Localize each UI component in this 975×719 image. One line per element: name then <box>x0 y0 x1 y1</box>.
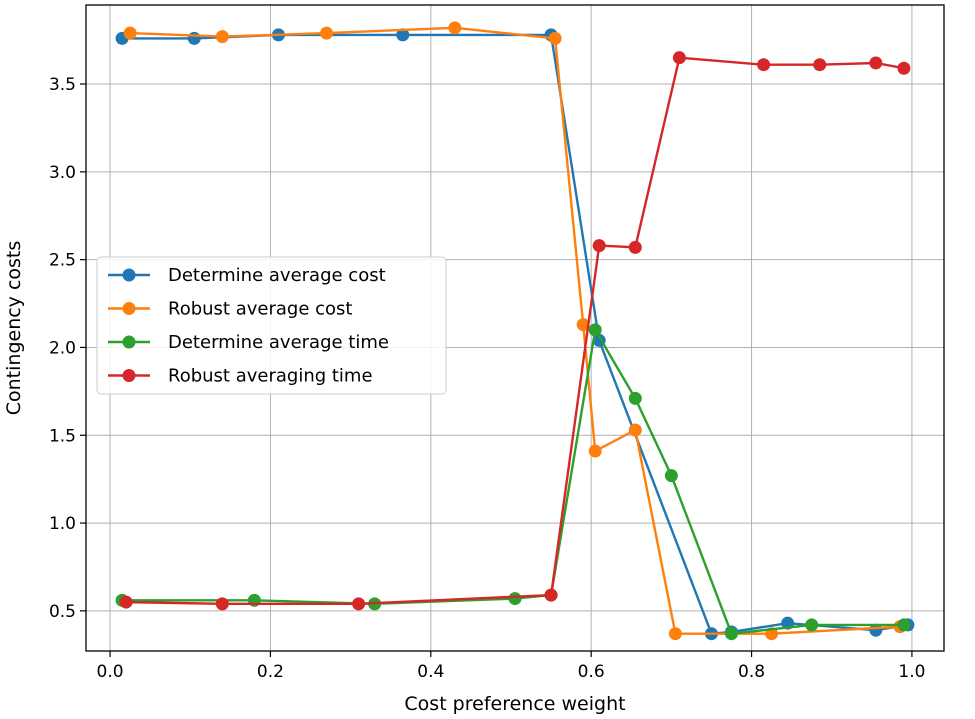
data-point <box>119 595 133 609</box>
data-point <box>805 618 819 632</box>
data-point <box>897 61 911 75</box>
legend: Determine average cost Robust average cos… <box>96 256 447 395</box>
x-axis-label: Cost preference weight <box>404 693 625 715</box>
data-point <box>548 31 562 45</box>
data-point <box>869 56 883 70</box>
data-point <box>215 30 229 44</box>
legend-label: Robust averaging time <box>168 366 373 387</box>
data-point <box>628 391 642 405</box>
data-point <box>757 58 771 72</box>
x-tick-label: 1.0 <box>898 662 925 682</box>
data-point <box>725 627 739 641</box>
legend-marker <box>122 335 136 349</box>
data-point <box>588 323 602 337</box>
legend-box <box>96 256 447 395</box>
y-tick-label: 0.5 <box>49 602 76 622</box>
data-point <box>897 618 911 632</box>
series-layer <box>115 21 915 641</box>
data-point <box>668 627 682 641</box>
data-point <box>396 28 410 42</box>
data-point <box>508 592 522 606</box>
legend-label: Determine average time <box>168 332 389 353</box>
data-point <box>588 444 602 458</box>
data-point <box>628 240 642 254</box>
y-tick-label: 2.0 <box>49 338 76 358</box>
y-tick-label: 3.0 <box>49 163 76 183</box>
series-3 <box>119 51 911 611</box>
legend-marker <box>122 369 136 382</box>
x-tick-label: 0.8 <box>738 662 765 682</box>
x-tick-label: 0.6 <box>578 662 605 682</box>
series-1 <box>123 21 907 641</box>
x-tick-label: 0.4 <box>417 662 444 682</box>
y-tick-label: 2.5 <box>49 251 76 271</box>
data-point <box>672 51 686 65</box>
data-point <box>352 597 366 611</box>
y-tick-label: 1.0 <box>49 514 76 534</box>
data-point <box>448 21 462 35</box>
legend-marker <box>122 302 136 315</box>
legend-label: Determine average cost <box>168 265 386 286</box>
legend-marker <box>122 268 136 282</box>
data-point <box>592 239 606 253</box>
y-axis-label: Contingency costs <box>3 241 25 416</box>
data-point <box>187 31 201 45</box>
data-point <box>320 26 334 40</box>
x-tick-label: 0.0 <box>97 662 124 682</box>
data-point <box>544 588 558 602</box>
y-tick-label: 3.5 <box>49 75 76 95</box>
data-point <box>628 423 642 437</box>
y-tick-label: 1.5 <box>49 426 76 446</box>
x-tick-label: 0.2 <box>257 662 284 682</box>
data-point <box>123 26 137 40</box>
data-point <box>576 318 590 332</box>
plot-frame <box>85 4 945 652</box>
data-point <box>215 597 229 611</box>
data-point <box>813 58 827 72</box>
legend-label: Robust average cost <box>168 299 352 320</box>
data-point <box>664 469 678 483</box>
axis-ticks: 0.0 0.2 0.4 0.6 0.8 1.0 0.5 1.0 1.5 2.0 2.5 3.0 3.5 <box>49 75 925 682</box>
